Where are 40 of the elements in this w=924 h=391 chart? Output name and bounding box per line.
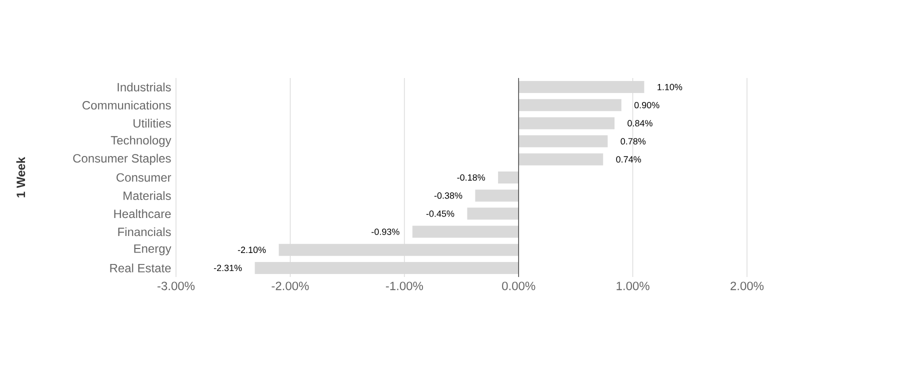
bar xyxy=(518,81,644,94)
y-tick-label: Financials xyxy=(118,227,171,236)
y-tick-label: Healthcare xyxy=(114,209,171,218)
data-label: 1.10% xyxy=(658,84,682,90)
bar xyxy=(475,190,519,202)
y-tick-label: Real Estate xyxy=(110,264,171,272)
bar xyxy=(518,117,615,130)
data-label: -0.38% xyxy=(434,192,462,199)
bar xyxy=(518,135,608,148)
x-tick-label: -3.00% xyxy=(158,282,195,290)
x-tick-label: 0.00% xyxy=(502,282,536,290)
x-tick-label: 1.00% xyxy=(616,282,650,290)
bar xyxy=(254,262,519,274)
y-tick-label: Consumer xyxy=(116,173,172,182)
x-tick-label: -2.00% xyxy=(272,282,309,290)
data-label: 0.84% xyxy=(628,120,652,126)
bar xyxy=(518,99,622,112)
data-label: -0.45% xyxy=(426,210,454,217)
bar xyxy=(278,244,519,256)
bar xyxy=(412,226,519,238)
y-axis-title: 1 Week xyxy=(16,156,26,198)
bar xyxy=(518,153,604,166)
bar xyxy=(498,171,519,184)
data-label: -2.31% xyxy=(214,264,242,272)
bar xyxy=(467,208,519,220)
y-tick-label: Communications xyxy=(82,100,171,110)
data-label: 0.90% xyxy=(634,102,660,108)
y-tick-label: Materials xyxy=(124,191,171,200)
x-tick-label: 2.00% xyxy=(730,282,764,290)
y-tick-label: Technology xyxy=(110,136,172,147)
data-label: 0.78% xyxy=(620,138,646,144)
y-tick-label: Industrials xyxy=(118,82,171,92)
y-tick-label: Energy xyxy=(134,244,172,256)
y-tick-label: Utilities xyxy=(134,118,171,128)
data-label: 0.74% xyxy=(616,156,642,163)
y-tick-label: Consumer Staples xyxy=(73,154,171,165)
data-label: -0.93% xyxy=(372,228,400,235)
x-tick-label: -1.00% xyxy=(386,282,423,290)
data-label: -2.10% xyxy=(238,246,266,254)
data-label: -0.18% xyxy=(457,174,486,181)
